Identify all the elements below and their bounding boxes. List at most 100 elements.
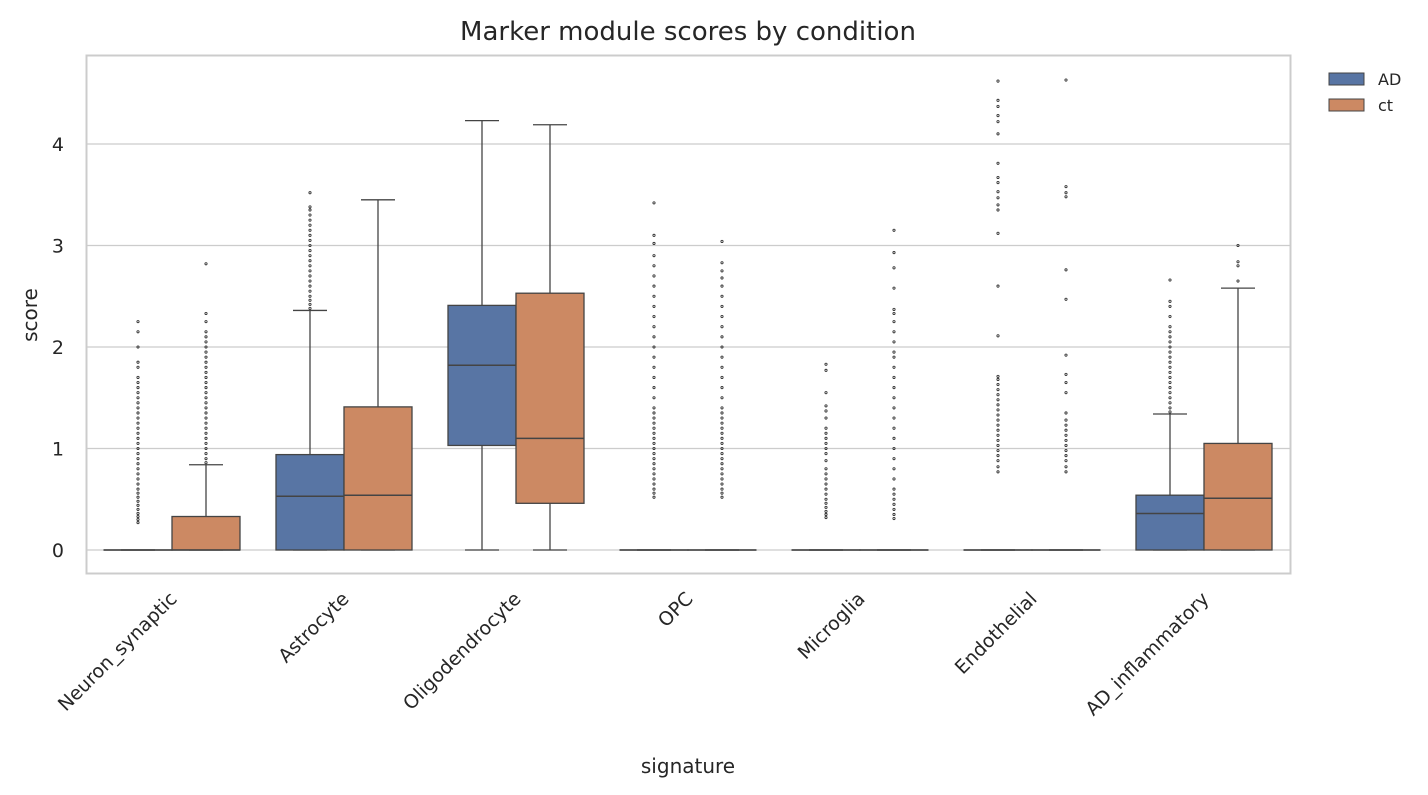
outlier-point bbox=[308, 264, 312, 268]
outlier-point bbox=[824, 409, 828, 413]
outlier-point bbox=[996, 418, 1000, 422]
outlier-point bbox=[720, 386, 724, 390]
outlier-point bbox=[720, 487, 724, 491]
outlier-point bbox=[1064, 438, 1068, 442]
outlier-point bbox=[824, 492, 828, 496]
outlier-point bbox=[892, 350, 896, 354]
outlier-point bbox=[720, 482, 724, 486]
outlier-point bbox=[1168, 360, 1172, 364]
outlier-point bbox=[892, 502, 896, 506]
outlier-point bbox=[136, 386, 140, 390]
outlier-point bbox=[892, 228, 896, 232]
outlier-point bbox=[204, 461, 208, 465]
outlier-point bbox=[204, 340, 208, 344]
outlier-point bbox=[1064, 418, 1068, 422]
outlier-point bbox=[720, 355, 724, 359]
y-axis-ticks: 0 1 2 3 4 bbox=[52, 134, 64, 562]
outlier-point bbox=[652, 457, 656, 461]
outlier-point bbox=[1064, 443, 1068, 448]
box-AD bbox=[103, 320, 173, 551]
x-tick-label: OPC bbox=[654, 588, 698, 632]
outlier-point bbox=[652, 201, 656, 205]
outlier-point bbox=[720, 239, 724, 243]
outlier-point bbox=[996, 104, 1000, 108]
outlier-point bbox=[824, 391, 828, 395]
outlier-point bbox=[892, 396, 896, 400]
outlier-point bbox=[720, 411, 724, 415]
plot-frame bbox=[85, 54, 1292, 575]
outlier-point bbox=[892, 307, 896, 311]
grid bbox=[86, 143, 1290, 551]
outlier-point bbox=[1168, 299, 1172, 303]
box-ct bbox=[343, 199, 413, 551]
outlier-point bbox=[136, 416, 140, 420]
outlier-point bbox=[652, 254, 656, 258]
outlier-point bbox=[1064, 78, 1068, 82]
y-axis-label: score bbox=[18, 288, 42, 342]
outlier-point bbox=[1064, 372, 1068, 376]
outlier-point bbox=[892, 375, 896, 380]
outlier-point bbox=[824, 416, 828, 420]
outlier-point bbox=[204, 416, 208, 420]
outlier-point bbox=[652, 294, 656, 298]
outlier-point bbox=[308, 243, 312, 248]
outlier-point bbox=[1236, 260, 1240, 264]
outlier-point bbox=[824, 426, 828, 430]
outlier-point bbox=[1064, 448, 1068, 453]
outlier-point bbox=[652, 335, 656, 339]
outlier-point bbox=[892, 286, 896, 290]
outlier-point bbox=[136, 365, 140, 369]
outlier-point bbox=[204, 396, 208, 400]
outlier-point bbox=[136, 477, 140, 481]
outlier-point bbox=[136, 431, 140, 435]
outlier-point bbox=[204, 375, 208, 380]
x-tick-label: Oligodendrocyte bbox=[399, 588, 526, 715]
outlier-point bbox=[652, 421, 656, 425]
outlier-point bbox=[996, 428, 1000, 432]
box-ct bbox=[171, 262, 241, 551]
outlier-point bbox=[1064, 380, 1068, 385]
box-AD bbox=[619, 201, 689, 551]
outlier-point bbox=[996, 161, 1000, 165]
outlier-point bbox=[996, 403, 1000, 407]
outlier-point bbox=[136, 521, 140, 525]
outlier-point bbox=[308, 249, 312, 253]
outlier-point bbox=[892, 446, 896, 451]
outlier-point bbox=[652, 396, 656, 400]
outlier-point bbox=[1168, 410, 1172, 414]
outlier-point bbox=[824, 515, 828, 520]
outlier-point bbox=[204, 311, 208, 316]
outlier-point bbox=[136, 345, 140, 349]
outlier-point bbox=[136, 446, 140, 451]
outlier-point bbox=[824, 431, 828, 435]
outlier-point bbox=[652, 487, 656, 491]
box-ct bbox=[515, 124, 585, 551]
outlier-point bbox=[1064, 423, 1068, 427]
outlier-point bbox=[1168, 406, 1172, 410]
outlier-point bbox=[308, 306, 312, 310]
outlier-point bbox=[204, 401, 208, 405]
outlier-point bbox=[892, 340, 896, 344]
outlier-point bbox=[652, 355, 656, 359]
outlier-point bbox=[652, 375, 656, 380]
y-tick-label: 0 bbox=[52, 540, 64, 562]
x-tick-label: Microglia bbox=[794, 588, 870, 664]
outlier-point bbox=[308, 259, 312, 263]
outlier-point bbox=[136, 406, 140, 410]
outlier-point bbox=[720, 406, 724, 410]
outlier-point bbox=[1064, 353, 1068, 357]
outlier-point bbox=[824, 477, 828, 481]
outlier-point bbox=[1168, 380, 1172, 385]
outlier-point bbox=[824, 452, 828, 456]
outlier-point bbox=[652, 431, 656, 435]
y-tick-label: 4 bbox=[52, 134, 64, 156]
outlier-point bbox=[996, 443, 1000, 448]
outlier-point bbox=[204, 350, 208, 354]
outlier-point bbox=[996, 334, 1000, 338]
outlier-point bbox=[136, 499, 140, 503]
x-axis-label: signature bbox=[641, 754, 735, 778]
outlier-point bbox=[308, 191, 312, 195]
outlier-point bbox=[720, 261, 724, 265]
outlier-point bbox=[824, 446, 828, 451]
